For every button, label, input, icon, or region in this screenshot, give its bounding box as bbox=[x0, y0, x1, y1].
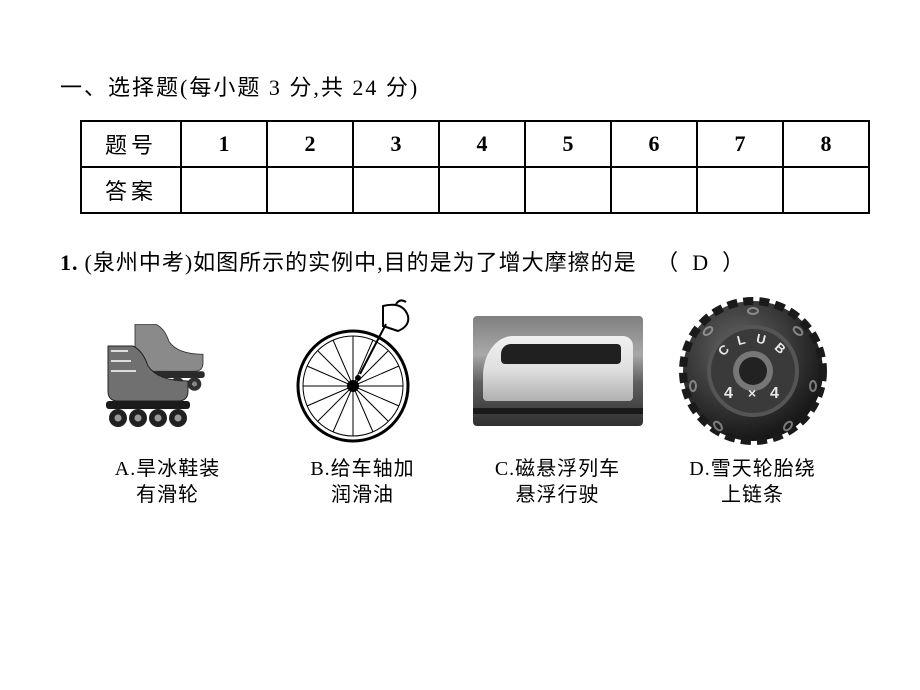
maglev-train-icon bbox=[473, 316, 643, 426]
option-letter: C. bbox=[495, 458, 515, 480]
col-3: 3 bbox=[353, 121, 439, 167]
option-c-caption: C.磁悬浮列车 悬浮行驶 bbox=[495, 456, 620, 508]
question-1: 1. (泉州中考)如图所示的实例中,目的是为了增大摩擦的是 （ D ） bbox=[60, 244, 860, 281]
col-6: 6 bbox=[611, 121, 697, 167]
train-window bbox=[501, 344, 621, 364]
section-heading: 一、选择题(每小题 3 分,共 24 分) bbox=[60, 70, 860, 102]
tire-image: C L U B 4 × 4 bbox=[668, 296, 838, 446]
page: 一、选择题(每小题 3 分,共 24 分) 题号 1 2 3 4 5 6 7 8… bbox=[0, 0, 920, 538]
option-d: C L U B 4 × 4 bbox=[658, 296, 848, 508]
tire-chain-icon: C L U B 4 × 4 bbox=[678, 296, 828, 446]
row-label-number: 题号 bbox=[81, 121, 181, 167]
train-body bbox=[483, 336, 633, 401]
caption-line1: 雪天轮胎绕 bbox=[711, 458, 816, 480]
option-letter: B. bbox=[310, 458, 330, 480]
paren-close: ） bbox=[722, 250, 745, 275]
question-stem: 如图所示的实例中,目的是为了增大摩擦的是 bbox=[193, 250, 637, 275]
answer-table: 题号 1 2 3 4 5 6 7 8 答案 bbox=[80, 120, 870, 214]
row-label-answer: 答案 bbox=[81, 167, 181, 213]
tire-text-cross: × bbox=[748, 385, 756, 401]
col-4: 4 bbox=[439, 121, 525, 167]
option-letter: A. bbox=[115, 458, 136, 480]
table-row: 答案 bbox=[81, 167, 869, 213]
question-source: (泉州中考) bbox=[85, 250, 194, 275]
caption-line1: 磁悬浮列车 bbox=[515, 458, 620, 480]
paren-open: （ bbox=[656, 250, 679, 275]
table-row: 题号 1 2 3 4 5 6 7 8 bbox=[81, 121, 869, 167]
col-1: 1 bbox=[181, 121, 267, 167]
question-text: (泉州中考)如图所示的实例中,目的是为了增大摩擦的是 （ D ） bbox=[85, 244, 861, 281]
option-d-caption: D.雪天轮胎绕 上链条 bbox=[689, 456, 815, 508]
skate-image bbox=[83, 296, 253, 446]
caption-line2: 悬浮行驶 bbox=[516, 484, 600, 506]
caption-line2: 上链条 bbox=[721, 484, 784, 506]
ans-7 bbox=[697, 167, 783, 213]
ans-8 bbox=[783, 167, 869, 213]
option-c: C.磁悬浮列车 悬浮行驶 bbox=[463, 296, 653, 508]
caption-line2: 润滑油 bbox=[331, 484, 394, 506]
bicycle-wheel-icon bbox=[288, 296, 438, 446]
col-7: 7 bbox=[697, 121, 783, 167]
tire-text-right: 4 bbox=[770, 385, 779, 402]
question-number: 1. bbox=[60, 244, 79, 281]
ans-6 bbox=[611, 167, 697, 213]
caption-line1: 旱冰鞋装 bbox=[136, 458, 220, 480]
caption-line1: 给车轴加 bbox=[331, 458, 415, 480]
option-b: B.给车轴加 润滑油 bbox=[268, 296, 458, 508]
ans-5 bbox=[525, 167, 611, 213]
col-2: 2 bbox=[267, 121, 353, 167]
tire-text-left: 4 bbox=[724, 385, 733, 402]
option-a-caption: A.旱冰鞋装 有滑轮 bbox=[115, 456, 220, 508]
option-letter: D. bbox=[689, 458, 710, 480]
option-a: A.旱冰鞋装 有滑轮 bbox=[73, 296, 263, 508]
question-answer: D bbox=[692, 250, 709, 275]
train-image bbox=[473, 296, 643, 446]
ans-2 bbox=[267, 167, 353, 213]
train-track bbox=[473, 408, 643, 414]
option-b-caption: B.给车轴加 润滑油 bbox=[310, 456, 414, 508]
caption-line2: 有滑轮 bbox=[136, 484, 199, 506]
ans-1 bbox=[181, 167, 267, 213]
col-5: 5 bbox=[525, 121, 611, 167]
ans-3 bbox=[353, 167, 439, 213]
col-8: 8 bbox=[783, 121, 869, 167]
options-row: A.旱冰鞋装 有滑轮 bbox=[60, 296, 860, 508]
ans-4 bbox=[439, 167, 525, 213]
wheel-image bbox=[278, 296, 448, 446]
roller-skate-icon bbox=[88, 311, 248, 431]
